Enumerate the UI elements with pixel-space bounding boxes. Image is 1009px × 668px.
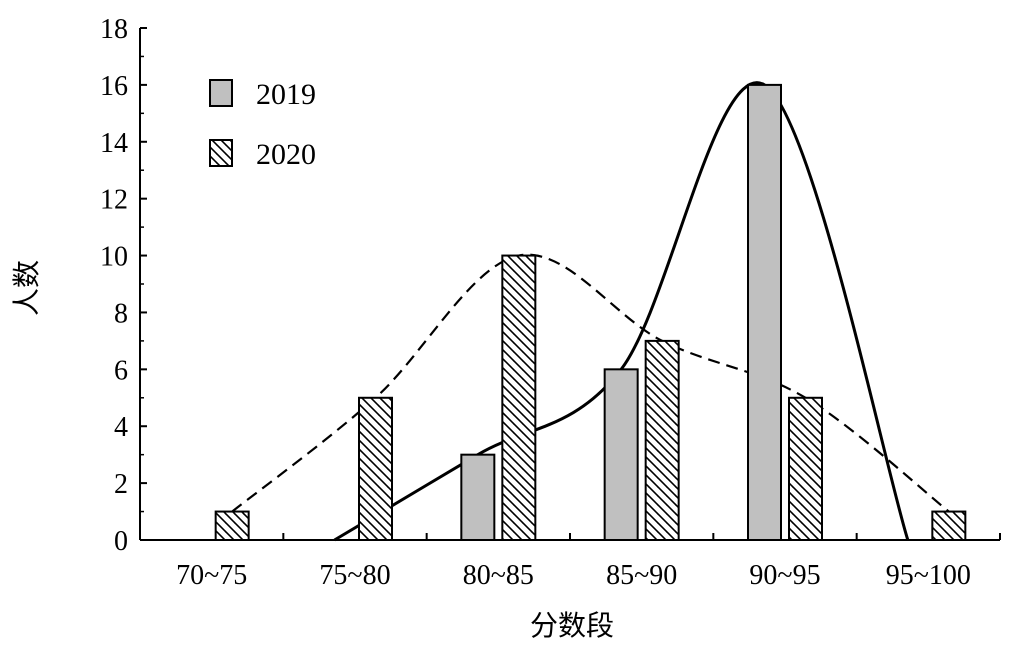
- legend-label-2020: 2020: [256, 138, 316, 171]
- legend-swatch-2020: [209, 139, 233, 167]
- bar-2020: [931, 510, 967, 541]
- bar-2019: [603, 368, 639, 542]
- axes: 0 2 4 6 8 10 12 14 16 18 70~75 75~80 80~85 85~90 90~95…: [100, 14, 1001, 591]
- y-tick-label: 14: [100, 128, 128, 159]
- legend-label-2019: 2019: [256, 78, 316, 111]
- bar-2020: [644, 339, 680, 541]
- bar-2020: [501, 254, 537, 542]
- trend-line-2020: [231, 253, 950, 513]
- x-tick-label: 95~100: [886, 560, 971, 591]
- x-tick-label: 80~85: [463, 560, 534, 591]
- legend: 2019 2020: [209, 78, 316, 171]
- y-tick-label: 18: [100, 14, 128, 45]
- bars: [214, 83, 967, 542]
- x-tick-label: 90~95: [749, 560, 820, 591]
- bar-2019: [747, 83, 782, 541]
- y-tick-label: 6: [114, 355, 128, 386]
- y-tick-label: 10: [100, 242, 128, 273]
- y-tick-label: 12: [100, 185, 128, 216]
- legend-swatch-2019: [209, 79, 233, 107]
- y-tick-label: 2: [114, 469, 128, 500]
- y-tick-label: 8: [114, 298, 128, 329]
- trend-lines: [231, 81, 950, 542]
- x-axis-title: 分数段: [530, 609, 614, 642]
- bar-2020: [214, 510, 250, 541]
- x-tick-label: 75~80: [319, 560, 390, 591]
- bar-2020: [788, 396, 823, 541]
- y-tick-label: 0: [114, 526, 128, 557]
- y-tick-label: 4: [114, 412, 128, 443]
- x-tick-label: 85~90: [606, 560, 677, 591]
- y-tick-label: 16: [100, 71, 128, 102]
- bar-2020: [358, 396, 393, 541]
- bar-2019: [460, 453, 496, 541]
- y-axis-title: 人数: [10, 260, 43, 316]
- x-tick-label: 70~75: [176, 560, 247, 591]
